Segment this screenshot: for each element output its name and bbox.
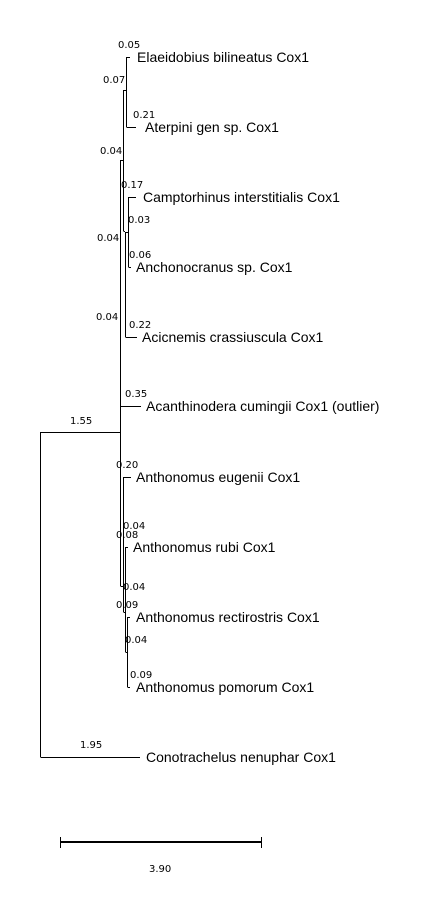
taxon-label-conotrachelus: Conotrachelus nenuphar Cox1	[146, 749, 336, 765]
taxon-label-rubi: Anthonomus rubi Cox1	[133, 539, 276, 555]
branch-length-label: 0.04	[100, 146, 122, 157]
branch-length-labels: 0.05 0.07 0.21 0.04 0.17 0.03 0.04 0.06 …	[70, 40, 155, 751]
scale-bar-label: 3.90	[149, 864, 171, 875]
branch-length-label: 0.35	[125, 389, 147, 400]
branch-length-label: 0.22	[129, 320, 151, 331]
taxon-label-camptorhinus: Camptorhinus interstitialis Cox1	[143, 189, 340, 205]
branch-length-label: 0.04	[123, 521, 145, 532]
branch-length-label: 0.04	[97, 233, 119, 244]
branch-length-label: 0.17	[121, 180, 143, 191]
taxon-label-pomorum: Anthonomus pomorum Cox1	[136, 679, 314, 695]
branch-length-label: 0.08	[116, 530, 138, 541]
taxon-labels: Elaeidobius bilineatus Cox1 Aterpini gen…	[133, 49, 379, 765]
branch-length-label: 0.21	[133, 110, 155, 121]
branch-length-label: 0.04	[123, 582, 145, 593]
taxon-label-elaeidobius: Elaeidobius bilineatus Cox1	[137, 49, 309, 65]
taxon-label-acicnemis: Acicnemis crassiuscula Cox1	[142, 329, 323, 345]
branch-length-label: 0.04	[125, 635, 147, 646]
tree-branches	[40, 57, 141, 758]
taxon-label-rectirostris: Anthonomus rectirostris Cox1	[136, 609, 320, 625]
scale-bar: 3.90	[60, 837, 262, 875]
branch-length-label: 0.20	[116, 460, 138, 471]
taxon-label-acanthinodera: Acanthinodera cumingii Cox1 (outlier)	[146, 398, 379, 414]
taxon-label-aterpini: Aterpini gen sp. Cox1	[145, 119, 279, 135]
branch-length-label: 0.03	[128, 215, 150, 226]
branch-length-label: 0.05	[118, 40, 140, 51]
taxon-label-eugenii: Anthonomus eugenii Cox1	[136, 469, 300, 485]
branch-length-label: 0.07	[103, 75, 125, 86]
branch-length-label: 0.09	[116, 600, 138, 611]
taxon-label-anchonocranus: Anchonocranus sp. Cox1	[136, 259, 293, 275]
branch-length-label: 0.06	[129, 250, 151, 261]
branch-length-label: 1.55	[70, 416, 92, 427]
branch-length-label: 0.09	[130, 670, 152, 681]
branch-length-label: 1.95	[80, 740, 102, 751]
branch-length-label: 0.04	[96, 312, 118, 323]
